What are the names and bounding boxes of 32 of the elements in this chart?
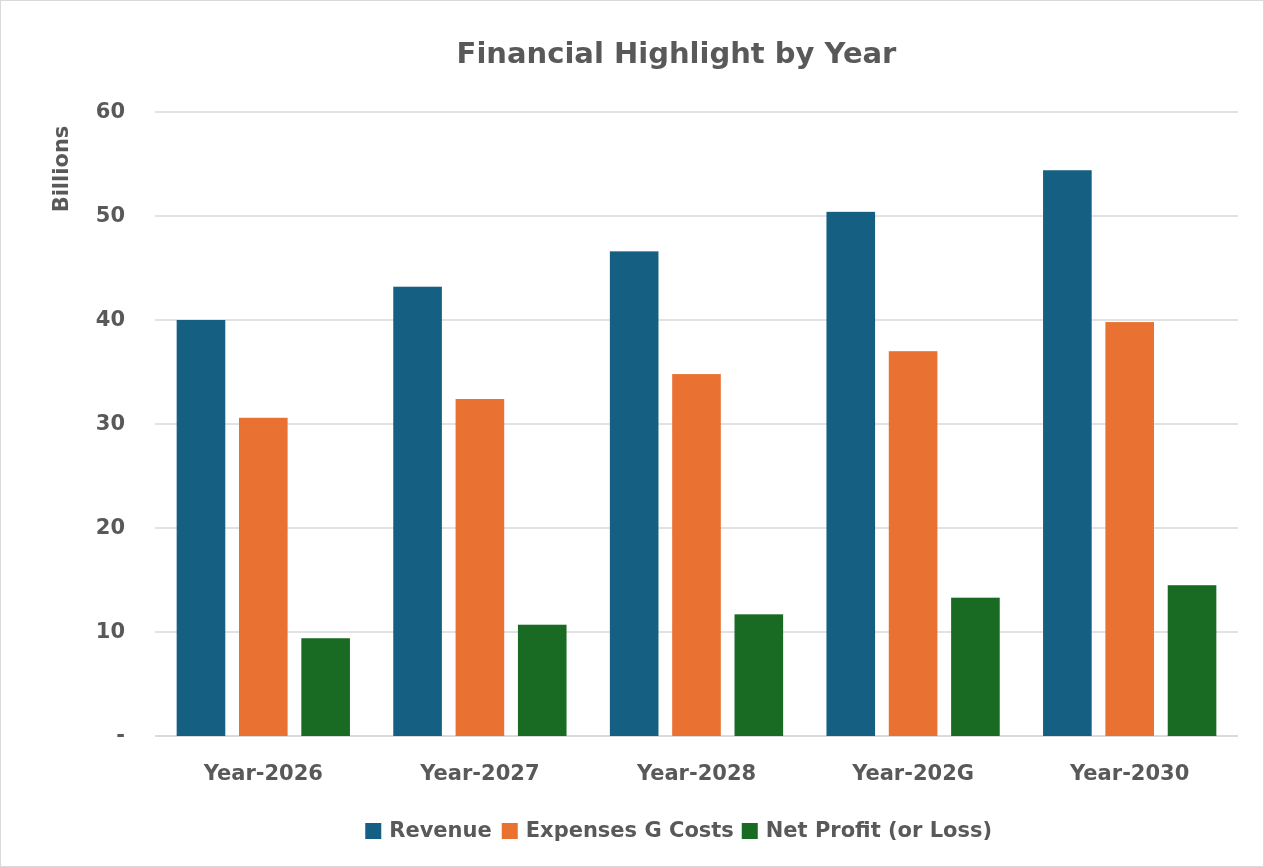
y-tick-label: 30 (95, 411, 125, 435)
x-tick-label: Year-2026 (202, 761, 323, 785)
bar (1167, 585, 1217, 736)
bar (609, 251, 659, 736)
y-axis-title: Billions (49, 125, 73, 213)
bar (176, 320, 226, 736)
y-tick-label: 20 (95, 515, 125, 539)
x-tick-label: Year-2030 (1069, 761, 1190, 785)
bar (455, 399, 505, 736)
bar (1105, 322, 1155, 736)
bar (238, 417, 288, 736)
bar (301, 638, 350, 736)
y-tick-label: 40 (95, 307, 125, 331)
bar (826, 211, 876, 736)
x-tick-label: Year-2027 (419, 761, 540, 785)
y-tick-label: 60 (95, 99, 125, 123)
bar (951, 597, 1000, 736)
chart-title: Financial Highlight by Year (456, 36, 898, 70)
bar (1043, 170, 1092, 736)
legend-label: Expenses G Costs (525, 818, 734, 842)
legend-label: Net Profit (or Loss) (765, 818, 993, 842)
legend-label: Revenue (389, 818, 492, 842)
bar (393, 286, 442, 736)
x-tick-label: Year-202G (851, 761, 975, 785)
bar (734, 614, 784, 736)
y-tick-label: 10 (95, 619, 125, 643)
y-tick-label: 50 (95, 203, 125, 227)
bar (672, 374, 721, 736)
bar (517, 624, 567, 736)
x-tick-label: Year-2028 (635, 761, 757, 785)
y-tick-label: - (116, 723, 125, 747)
bar (888, 351, 938, 736)
